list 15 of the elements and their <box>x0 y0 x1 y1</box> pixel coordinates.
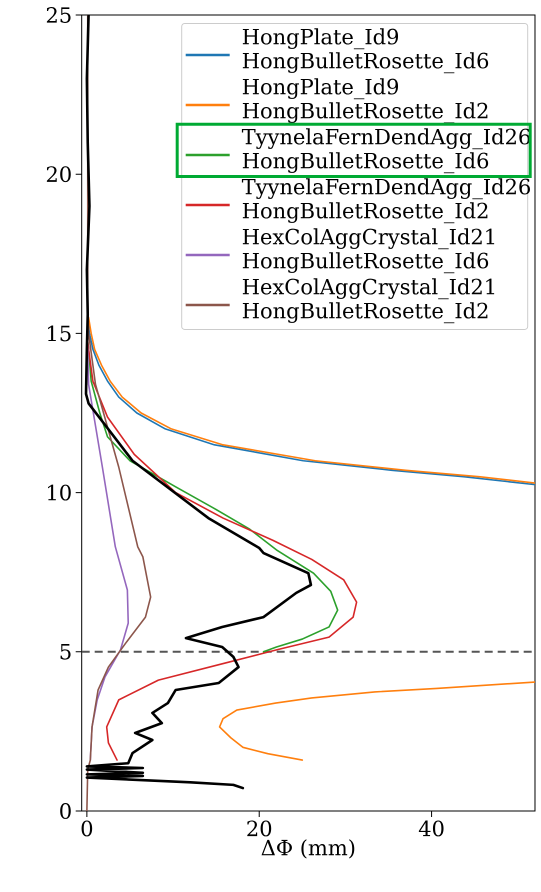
legend-label: TyynelaFernDendAgg_Id26 HongBulletRosette_Id2 <box>242 178 530 224</box>
y-tick-label: 5 <box>60 644 71 660</box>
y-tick-label: 20 <box>46 166 71 182</box>
y-tick-label: 15 <box>48 325 71 342</box>
legend-label: HongPlate_Id9 HongBulletRosette_Id6 <box>242 28 488 74</box>
legend-label: HongPlate_Id9 HongBulletRosette_Id2 <box>242 78 488 124</box>
legend-label: HexColAggCrystal_Id21 HongBulletRosette_Id6 <box>242 228 494 274</box>
y-tick-label: 10 <box>48 484 71 501</box>
x-tick-label: 20 <box>247 820 272 836</box>
y-tick-label: 0 <box>60 803 71 819</box>
x-axis-title: ΔΦ (mm) <box>262 839 354 859</box>
x-tick-label: 40 <box>418 820 444 836</box>
x-tick-label: 0 <box>82 820 92 836</box>
legend-label: HexColAggCrystal_Id21 HongBulletRosette_Id2 <box>242 278 494 324</box>
y-tick-label: 25 <box>46 7 71 23</box>
